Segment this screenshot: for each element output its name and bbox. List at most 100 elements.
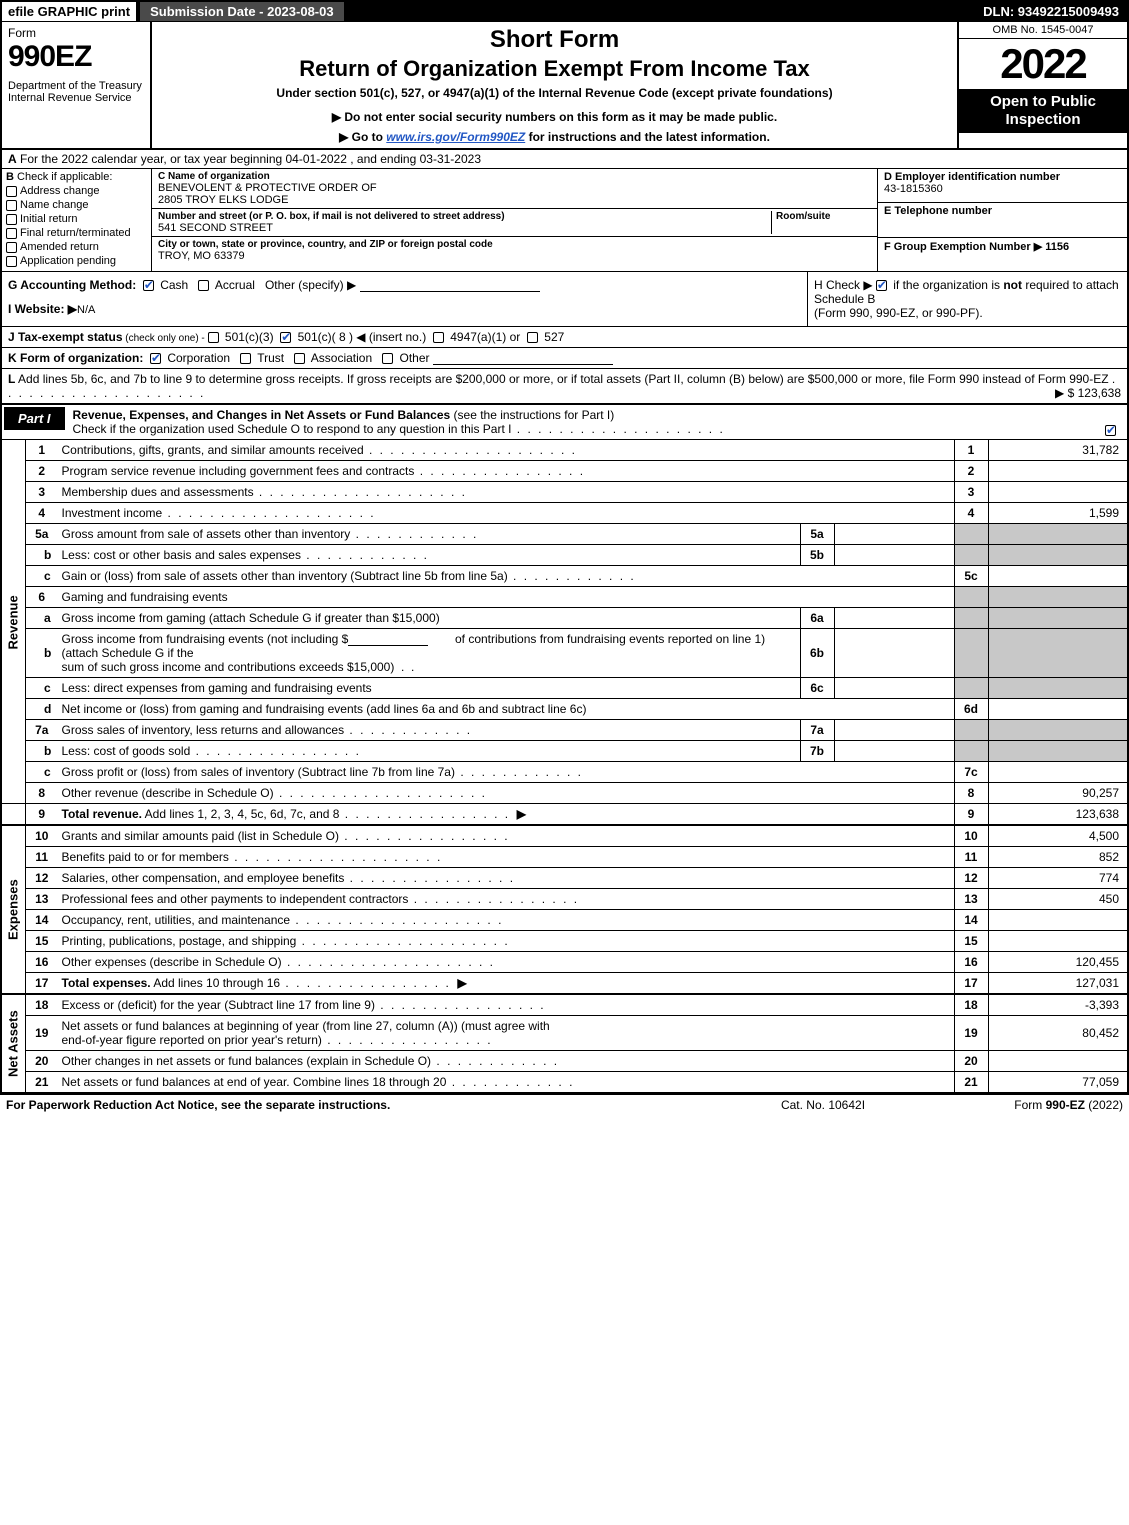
city-label: City or town, state or province, country… <box>158 239 871 250</box>
line-7b: b Less: cost of goods sold 7b <box>1 741 1128 762</box>
line-8: 8 Other revenue (describe in Schedule O)… <box>1 783 1128 804</box>
topbar: efile GRAPHIC print Submission Date - 20… <box>0 0 1129 22</box>
line-9: 9 Total revenue. Add lines 1, 2, 3, 4, 5… <box>1 804 1128 826</box>
chk-application-pending[interactable]: Application pending <box>6 255 147 267</box>
e-label: E Telephone number <box>884 205 1121 217</box>
form-number: 990EZ <box>8 40 144 74</box>
dept-label: Department of the Treasury Internal Reve… <box>8 80 144 104</box>
footer-mid: Cat. No. 10642I <box>723 1098 923 1112</box>
line-7a: 7a Gross sales of inventory, less return… <box>1 720 1128 741</box>
line-6c: c Less: direct expenses from gaming and … <box>1 678 1128 699</box>
chk-501c3[interactable] <box>208 332 219 343</box>
header-left: Form 990EZ Department of the Treasury In… <box>2 22 152 148</box>
part1-label: Part I <box>4 407 65 430</box>
do-not-enter: ▶ Do not enter social security numbers o… <box>160 110 949 124</box>
amt-11: 852 <box>988 847 1128 868</box>
omb-number: OMB No. 1545-0047 <box>959 22 1127 39</box>
chk-amended-return[interactable]: Amended return <box>6 241 147 253</box>
amt-8: 90,257 <box>988 783 1128 804</box>
line-1: Revenue 1 Contributions, gifts, grants, … <box>1 440 1128 461</box>
city: TROY, MO 63379 <box>158 250 871 262</box>
tax-year: 2022 <box>959 39 1127 89</box>
irs-link[interactable]: www.irs.gov/Form990EZ <box>386 130 525 144</box>
chk-501c[interactable] <box>280 332 291 343</box>
chk-name-change[interactable]: Name change <box>6 199 147 211</box>
line-5a: 5a Gross amount from sale of assets othe… <box>1 524 1128 545</box>
footer: For Paperwork Reduction Act Notice, see … <box>0 1094 1129 1115</box>
amt-3 <box>988 482 1128 503</box>
row-a: A For the 2022 calendar year, or tax yea… <box>0 150 1129 169</box>
chk-cash[interactable] <box>143 280 154 291</box>
line-5b: b Less: cost or other basis and sales ex… <box>1 545 1128 566</box>
return-title: Return of Organization Exempt From Incom… <box>160 56 949 82</box>
dln: DLN: 93492215009493 <box>975 2 1127 21</box>
amt-10: 4,500 <box>988 825 1128 847</box>
header-right: OMB No. 1545-0047 2022 Open to Public In… <box>957 22 1127 148</box>
line-6: 6 Gaming and fundraising events <box>1 587 1128 608</box>
chk-initial-return[interactable]: Initial return <box>6 213 147 225</box>
line-2: 2 Program service revenue including gove… <box>1 461 1128 482</box>
chk-h[interactable] <box>876 280 887 291</box>
amt-18: -3,393 <box>988 994 1128 1016</box>
chk-accrual[interactable] <box>198 280 209 291</box>
goto-line: ▶ Go to www.irs.gov/Form990EZ for instru… <box>160 130 949 144</box>
chk-4947[interactable] <box>433 332 444 343</box>
efile-label[interactable]: efile GRAPHIC print <box>2 2 136 21</box>
amt-5c <box>988 566 1128 587</box>
chk-trust[interactable] <box>240 353 251 364</box>
under-section: Under section 501(c), 527, or 4947(a)(1)… <box>160 86 949 100</box>
side-expenses: Expenses <box>1 825 26 994</box>
other-specify-blank[interactable] <box>360 278 540 292</box>
line-21: 21 Net assets or fund balances at end of… <box>1 1072 1128 1094</box>
amt-12: 774 <box>988 868 1128 889</box>
amt-16: 120,455 <box>988 952 1128 973</box>
line-7c: c Gross profit or (loss) from sales of i… <box>1 762 1128 783</box>
line-4: 4 Investment income 4 1,599 <box>1 503 1128 524</box>
amt-9: 123,638 <box>988 804 1128 826</box>
line-18: Net Assets 18 Excess or (deficit) for th… <box>1 994 1128 1016</box>
line-6a: a Gross income from gaming (attach Sched… <box>1 608 1128 629</box>
c-name-label: C Name of organization <box>158 171 871 182</box>
g-label: G Accounting Method: <box>8 278 136 292</box>
section-bcdef: B Check if applicable: Address change Na… <box>0 169 1129 272</box>
amt-17: 127,031 <box>988 973 1128 995</box>
chk-527[interactable] <box>527 332 538 343</box>
amt-4: 1,599 <box>988 503 1128 524</box>
line-16: 16 Other expenses (describe in Schedule … <box>1 952 1128 973</box>
chk-other-org[interactable] <box>382 353 393 364</box>
chk-final-return[interactable]: Final return/terminated <box>6 227 147 239</box>
side-revenue: Revenue <box>1 440 26 804</box>
line-17: 17 Total expenses. Add lines 10 through … <box>1 973 1128 995</box>
line-5c: c Gain or (loss) from sale of assets oth… <box>1 566 1128 587</box>
form-word: Form <box>8 26 144 40</box>
org-name: BENEVOLENT & PROTECTIVE ORDER OF 2805 TR… <box>158 182 871 206</box>
submission-date: Submission Date - 2023-08-03 <box>140 2 344 21</box>
line-10: Expenses 10 Grants and similar amounts p… <box>1 825 1128 847</box>
chk-corp[interactable] <box>150 353 161 364</box>
line-11: 11 Benefits paid to or for members 11 85… <box>1 847 1128 868</box>
line-15: 15 Printing, publications, postage, and … <box>1 931 1128 952</box>
col-def: D Employer identification number 43-1815… <box>877 169 1127 271</box>
chk-part1-schedo[interactable] <box>1105 425 1116 436</box>
line-12: 12 Salaries, other compensation, and emp… <box>1 868 1128 889</box>
amt-1: 31,782 <box>988 440 1128 461</box>
chk-assoc[interactable] <box>294 353 305 364</box>
line-19: 19 Net assets or fund balances at beginn… <box>1 1016 1128 1051</box>
chk-address-change[interactable]: Address change <box>6 185 147 197</box>
amt-19: 80,452 <box>988 1016 1128 1051</box>
amt-2 <box>988 461 1128 482</box>
revenue-table: Revenue 1 Contributions, gifts, grants, … <box>0 440 1129 1094</box>
i-label: I Website: ▶ <box>8 302 77 316</box>
col-b: B Check if applicable: Address change Na… <box>2 169 152 271</box>
amt-13: 450 <box>988 889 1128 910</box>
part1-title: Revenue, Expenses, and Changes in Net As… <box>73 408 451 422</box>
l-amount: ▶ $ 123,638 <box>1055 386 1121 400</box>
header-mid: Short Form Return of Organization Exempt… <box>152 22 957 148</box>
street: 541 SECOND STREET <box>158 222 771 234</box>
ein: 43-1815360 <box>884 183 1121 195</box>
f-label: F Group Exemption Number ▶ 1156 <box>884 240 1121 253</box>
row-gh: G Accounting Method: Cash Accrual Other … <box>0 272 1129 327</box>
line-6b: b Gross income from fundraising events (… <box>1 629 1128 678</box>
amt-15 <box>988 931 1128 952</box>
row-l: L Add lines 5b, 6c, and 7b to line 9 to … <box>0 369 1129 405</box>
